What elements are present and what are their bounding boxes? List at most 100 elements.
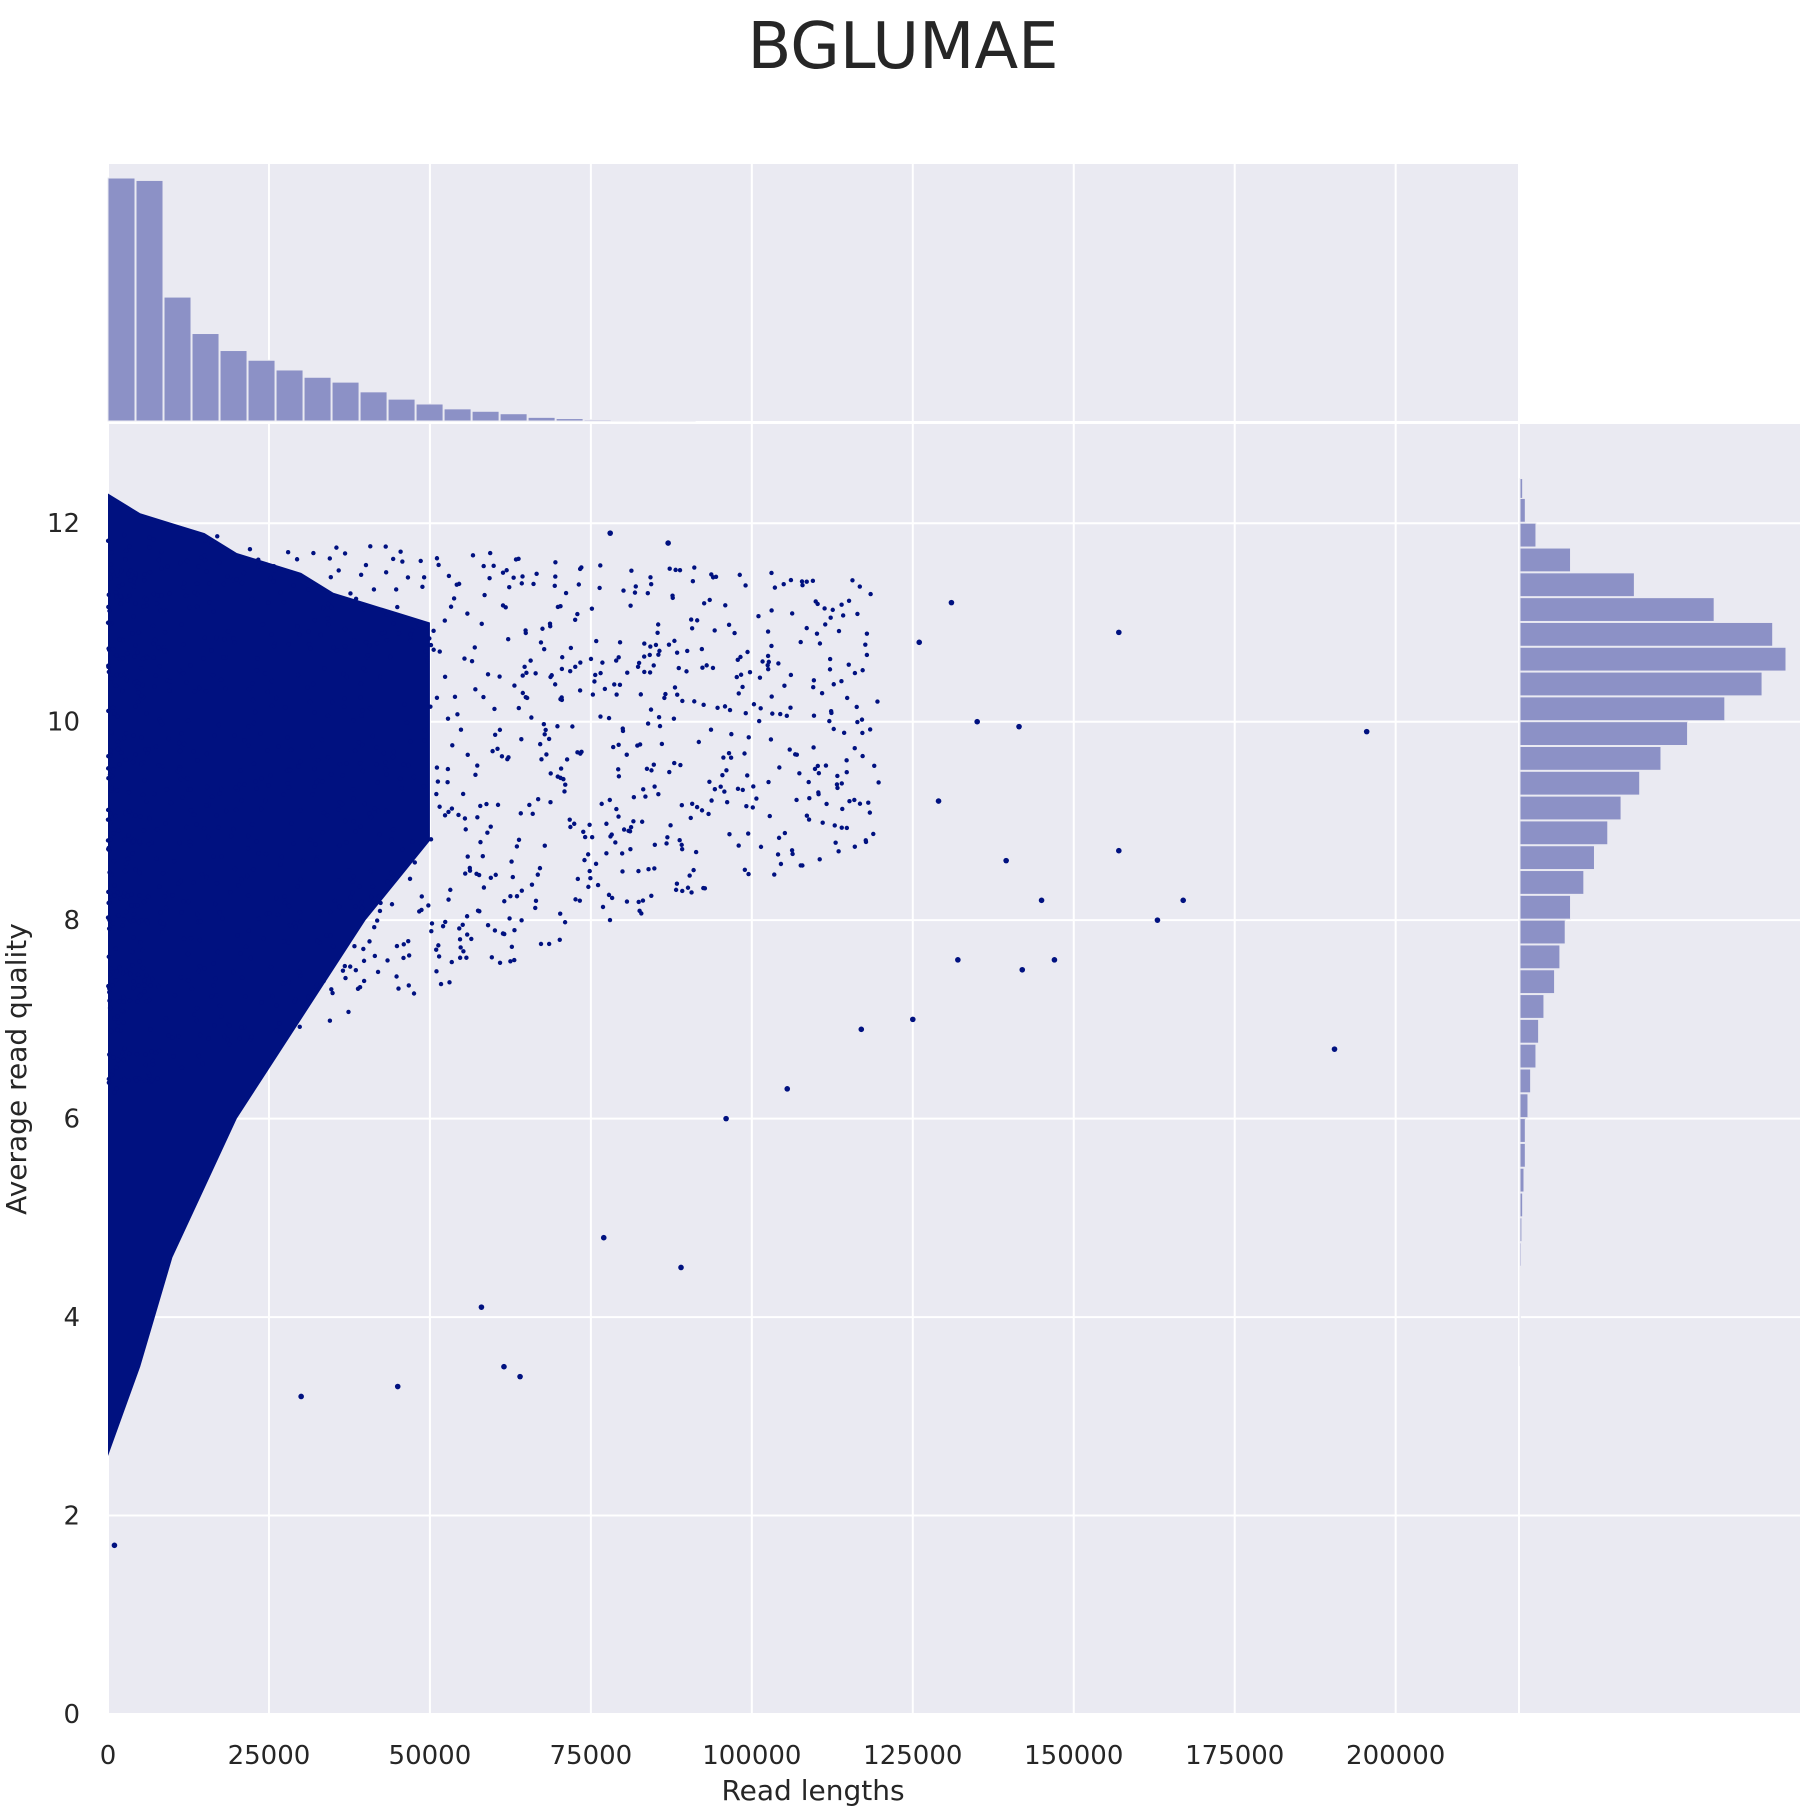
right-marginal-histogram [1519, 478, 1787, 1367]
scatter-point [130, 851, 135, 856]
scatter-point [475, 763, 480, 768]
scatter-point [704, 663, 709, 668]
scatter-point [204, 803, 209, 808]
scatter-point [465, 611, 470, 616]
scatter-point [546, 736, 552, 742]
scatter-point [117, 965, 122, 970]
scatter-point [325, 616, 331, 621]
scatter-point [195, 758, 200, 763]
scatter-point [406, 762, 411, 768]
scatter-point [765, 663, 770, 668]
scatter-point [106, 592, 111, 598]
scatter-point [120, 582, 125, 587]
scatter-point [108, 679, 113, 685]
scatter-point [645, 721, 651, 726]
scatter-point [527, 802, 532, 808]
scatter-point [286, 940, 291, 945]
scatter-point [142, 983, 148, 988]
scatter-point [478, 839, 483, 845]
scatter-point [287, 768, 293, 773]
x-axis-label: Read lengths [721, 1774, 904, 1807]
scatter-point [145, 750, 150, 756]
scatter-point [214, 993, 219, 998]
scatter-point [391, 749, 397, 755]
scatter-point [286, 785, 292, 790]
scatter-point [729, 731, 734, 737]
scatter-point [340, 968, 346, 973]
right-histogram-bar [1519, 646, 1787, 672]
scatter-point [552, 682, 558, 687]
scatter-point [388, 870, 394, 876]
scatter-point [318, 632, 323, 638]
scatter-point [446, 809, 451, 815]
scatter-point [243, 994, 248, 999]
scatter-point [260, 622, 266, 627]
scatter-point [128, 971, 133, 977]
scatter-point [799, 579, 805, 584]
scatter-point [833, 840, 838, 845]
scatter-point [356, 740, 362, 745]
scatter-point [606, 892, 612, 898]
scatter-point [858, 1026, 865, 1033]
scatter-point [450, 743, 455, 748]
scatter-point [365, 653, 371, 658]
scatter-point [130, 631, 135, 636]
right-histogram-bar [1519, 671, 1763, 697]
scatter-point [237, 1036, 242, 1041]
scatter-point [863, 839, 869, 845]
top-histogram-bar [415, 403, 444, 422]
scatter-point [625, 670, 630, 675]
scatter-point [142, 577, 147, 583]
scatter-point [156, 763, 162, 768]
scatter-point [746, 871, 751, 877]
scatter-point [166, 1033, 171, 1038]
scatter-point [144, 999, 149, 1004]
scatter-point [281, 600, 287, 605]
scatter-point [115, 913, 121, 918]
scatter-point [383, 808, 389, 814]
scatter-point [553, 574, 558, 579]
scatter-point [191, 812, 197, 817]
scatter-point [807, 796, 812, 801]
scatter-point [767, 813, 772, 819]
scatter-point [562, 789, 567, 794]
scatter-point [384, 879, 390, 884]
scatter-point [1051, 957, 1058, 963]
scatter-point [293, 924, 298, 930]
scatter-point [127, 544, 132, 549]
scatter-point [125, 571, 131, 577]
scatter-point [701, 601, 707, 606]
scatter-point [266, 783, 271, 788]
scatter-point [426, 903, 431, 908]
scatter-point [181, 642, 186, 647]
scatter-point [743, 711, 748, 716]
scatter-point [746, 735, 751, 740]
scatter-point [598, 714, 603, 719]
scatter-point [108, 729, 114, 735]
scatter-point [325, 754, 331, 760]
scatter-point [558, 911, 563, 916]
scatter-point [568, 824, 573, 830]
scatter-point [330, 944, 336, 949]
scatter-point [639, 819, 645, 824]
scatter-point [197, 1032, 203, 1038]
scatter-point [196, 968, 201, 974]
scatter-point [831, 726, 836, 732]
scatter-point [673, 567, 678, 573]
scatter-point [344, 674, 349, 680]
scatter-point [478, 1304, 485, 1310]
scatter-point [330, 699, 335, 705]
scatter-point [122, 735, 127, 741]
scatter-point [175, 1034, 181, 1039]
scatter-point [122, 1046, 127, 1052]
scatter-point [655, 630, 660, 636]
scatter-point [398, 549, 403, 554]
scatter-point [115, 890, 120, 895]
scatter-point [538, 640, 544, 645]
scatter-point [291, 583, 296, 588]
scatter-point [367, 643, 372, 648]
scatter-point [384, 638, 390, 643]
scatter-point [769, 608, 774, 613]
scatter-point [109, 785, 114, 791]
scatter-point [816, 770, 822, 776]
